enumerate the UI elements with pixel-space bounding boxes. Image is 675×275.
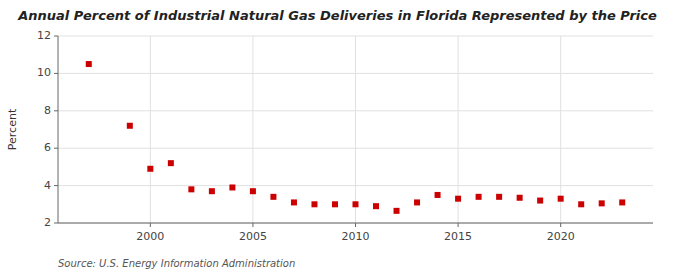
x-tick-label: 2000 (136, 230, 164, 243)
point (619, 199, 625, 205)
x-tick-label: 2020 (547, 230, 575, 243)
point (394, 208, 400, 214)
point (455, 196, 461, 202)
point (147, 166, 153, 172)
y-tick (54, 148, 58, 149)
y-tick-label: 2 (44, 216, 51, 229)
point (270, 194, 276, 200)
point (558, 196, 564, 202)
point (188, 186, 194, 192)
x-tick-label: 2010 (342, 230, 370, 243)
point (599, 200, 605, 206)
x-tick (252, 223, 253, 227)
y-tick-label: 12 (37, 29, 51, 42)
point (435, 192, 441, 198)
point (373, 203, 379, 209)
point (209, 188, 215, 194)
y-axis-line (58, 36, 59, 223)
x-tick (458, 223, 459, 227)
y-tick-label: 4 (44, 179, 51, 192)
x-tick (150, 223, 151, 227)
grid-line-x (458, 36, 459, 223)
point (537, 198, 543, 204)
y-tick-label: 10 (37, 66, 51, 79)
x-tick-label: 2015 (444, 230, 472, 243)
point (332, 201, 338, 207)
point (168, 160, 174, 166)
point (496, 194, 502, 200)
y-tick (54, 110, 58, 111)
grid (58, 36, 653, 223)
point (311, 201, 317, 207)
point (353, 201, 359, 207)
y-tick (54, 36, 58, 37)
point (291, 199, 297, 205)
y-tick (54, 185, 58, 186)
y-tick (54, 73, 58, 74)
y-tick-label: 6 (44, 141, 51, 154)
point (250, 188, 256, 194)
x-tick-label: 2005 (239, 230, 267, 243)
point (517, 195, 523, 201)
axes: 2 4 6 8 10 12 2000 2005 2010 2015 2020 (37, 29, 653, 243)
grid-line-x (150, 36, 151, 223)
point (86, 61, 92, 67)
point (414, 199, 420, 205)
grid-line-x (355, 36, 356, 223)
point (476, 194, 482, 200)
y-tick (54, 223, 58, 224)
y-tick-label: 8 (44, 104, 51, 117)
chart: 2 4 6 8 10 12 2000 2005 2010 2015 2020 Percent Annua… (0, 0, 675, 275)
grid-line-x (560, 36, 561, 223)
source-note: Source: U.S. Energy Information Administ… (58, 258, 295, 269)
title: Annual Percent of Industrial Natural Gas… (17, 8, 657, 23)
points (86, 61, 625, 214)
x-tick (560, 223, 561, 227)
y-axis-label: Percent (6, 108, 19, 150)
x-tick (355, 223, 356, 227)
point (229, 184, 235, 190)
grid-line-x (252, 36, 253, 223)
point (127, 123, 133, 129)
point (578, 201, 584, 207)
